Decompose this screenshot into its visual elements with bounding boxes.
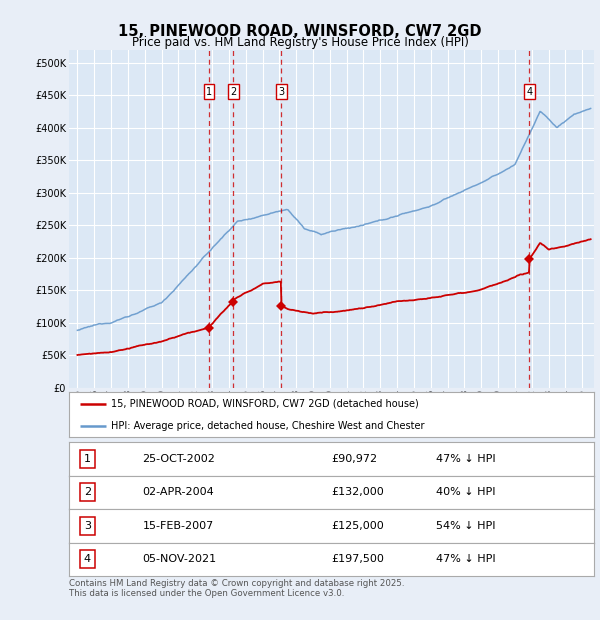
Text: 25-OCT-2002: 25-OCT-2002 <box>143 454 215 464</box>
Text: 15, PINEWOOD ROAD, WINSFORD, CW7 2GD (detached house): 15, PINEWOOD ROAD, WINSFORD, CW7 2GD (de… <box>111 399 419 409</box>
Text: 3: 3 <box>278 87 284 97</box>
Text: Price paid vs. HM Land Registry's House Price Index (HPI): Price paid vs. HM Land Registry's House … <box>131 36 469 49</box>
Text: £132,000: £132,000 <box>331 487 384 497</box>
Text: 4: 4 <box>84 554 91 564</box>
Text: 1: 1 <box>84 454 91 464</box>
Text: 2: 2 <box>230 87 236 97</box>
Text: 4: 4 <box>526 87 532 97</box>
Text: £197,500: £197,500 <box>331 554 385 564</box>
Text: 2: 2 <box>84 487 91 497</box>
Text: £90,972: £90,972 <box>331 454 377 464</box>
Text: 1: 1 <box>206 87 212 97</box>
Text: 54% ↓ HPI: 54% ↓ HPI <box>437 521 496 531</box>
Text: HPI: Average price, detached house, Cheshire West and Chester: HPI: Average price, detached house, Ches… <box>111 421 425 431</box>
Text: 3: 3 <box>84 521 91 531</box>
Text: 47% ↓ HPI: 47% ↓ HPI <box>437 554 496 564</box>
Text: 15-FEB-2007: 15-FEB-2007 <box>143 521 214 531</box>
Text: 05-NOV-2021: 05-NOV-2021 <box>143 554 217 564</box>
Text: Contains HM Land Registry data © Crown copyright and database right 2025.
This d: Contains HM Land Registry data © Crown c… <box>69 579 404 598</box>
Text: 15, PINEWOOD ROAD, WINSFORD, CW7 2GD: 15, PINEWOOD ROAD, WINSFORD, CW7 2GD <box>118 24 482 38</box>
Text: 02-APR-2004: 02-APR-2004 <box>143 487 214 497</box>
Text: £125,000: £125,000 <box>331 521 384 531</box>
Text: 40% ↓ HPI: 40% ↓ HPI <box>437 487 496 497</box>
Text: 47% ↓ HPI: 47% ↓ HPI <box>437 454 496 464</box>
